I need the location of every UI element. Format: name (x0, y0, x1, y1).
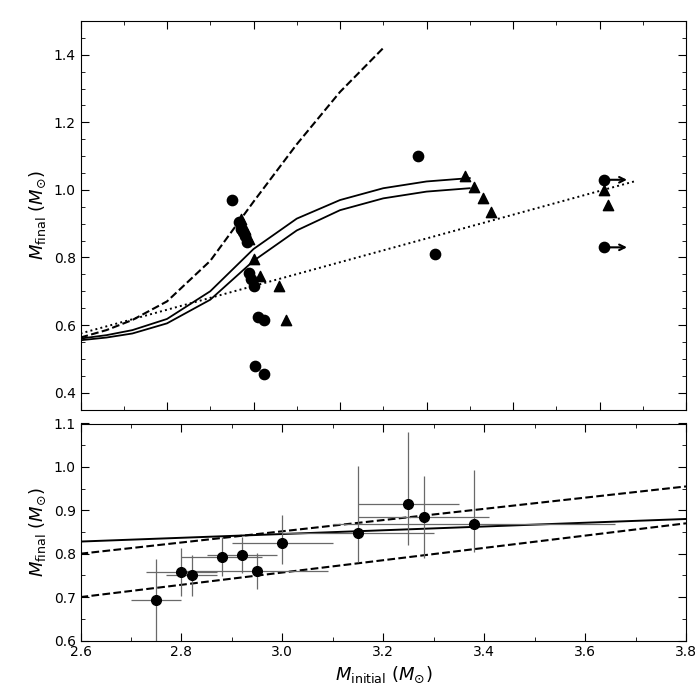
Point (430, 248, 441, 260)
Point (233, 216, 244, 228)
Point (244, 233, 255, 244)
Y-axis label: $M_{\rm final}$ ($M_{\odot}$): $M_{\rm final}$ ($M_{\odot}$) (28, 170, 48, 260)
X-axis label: $M_{\rm initial}$ ($M_{\odot}$): $M_{\rm initial}$ ($M_{\odot}$) (335, 665, 432, 685)
Point (468, 181, 480, 192)
Point (252, 311, 263, 322)
Point (250, 360, 261, 371)
Y-axis label: $M_{\rm final}$ ($M_{\odot}$): $M_{\rm final}$ ($M_{\odot}$) (28, 487, 48, 577)
Point (598, 184, 610, 195)
Point (460, 171, 471, 182)
Point (412, 150, 423, 162)
Point (235, 223, 246, 235)
Point (274, 281, 285, 292)
Point (239, 230, 251, 241)
Point (598, 241, 610, 253)
Point (258, 314, 270, 326)
Point (258, 368, 270, 379)
Point (486, 206, 497, 218)
Point (254, 270, 265, 281)
Point (239, 223, 251, 235)
Point (244, 267, 255, 279)
Point (245, 274, 256, 285)
Point (598, 174, 610, 186)
Point (226, 195, 237, 206)
Point (281, 314, 292, 326)
Point (241, 237, 252, 248)
Point (248, 253, 259, 265)
Point (603, 199, 614, 211)
Point (235, 213, 246, 224)
Point (248, 281, 259, 292)
Point (237, 227, 248, 238)
Point (477, 193, 489, 204)
